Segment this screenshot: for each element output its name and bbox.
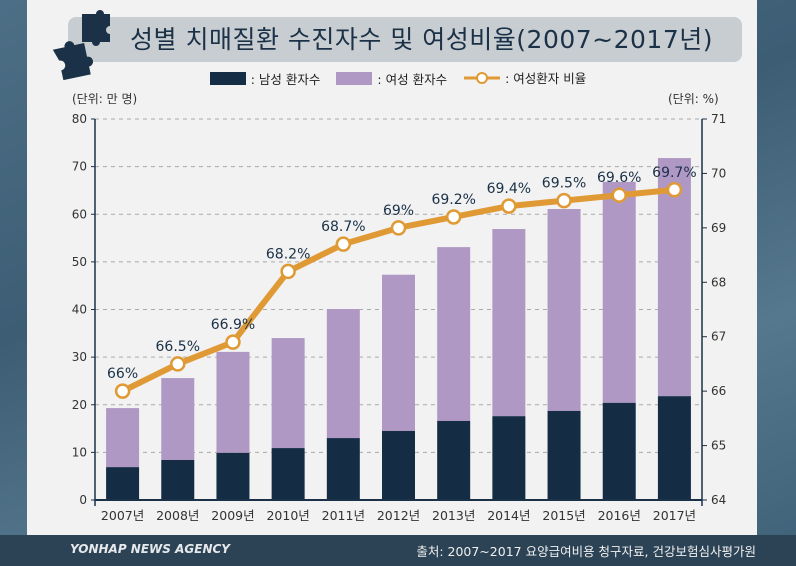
right-tick-label: 68 [711,275,726,289]
x-tick-label: 2010년 [266,508,309,523]
source-note: 출처: 2007~2017 요양급여비용 청구자료, 건강보험심사평가원 [416,544,756,559]
x-tick-label: 2017년 [653,508,696,523]
male-bar [161,459,195,500]
right-unit: (단위: %) [668,92,719,106]
left-tick-label: 40 [72,303,87,317]
left-tick-label: 30 [72,350,87,364]
ratio-point [170,356,186,372]
ratio-label: 66.9% [211,317,255,333]
female-bar [437,247,471,421]
ratio-point [556,192,572,209]
left-tick-label: 80 [72,112,87,126]
x-tick-label: 2009년 [211,508,254,523]
ratio-point [611,187,627,203]
legend-ratio: : 여성환자 비율 [463,68,586,87]
ratio-point [225,334,241,350]
male-bar [547,410,581,500]
right-tick-label: 71 [711,112,726,126]
ratio-label: 69.4% [487,181,531,197]
male-bar [602,402,636,500]
male-bar [382,430,415,500]
ratio-point [666,182,683,198]
x-tick-label: 2012년 [377,508,420,523]
ratio-point [390,220,407,236]
legend-male: : 남성 환자수 [209,69,321,88]
right-tick-label: 69 [711,221,726,235]
right-tick-label: 70 [711,166,726,180]
left-tick-label: 60 [72,207,87,221]
ratio-label: 69.7% [652,165,696,181]
left-tick-label: 0 [79,493,87,507]
ratio-point [335,236,352,252]
x-tick-label: 2015년 [542,508,585,523]
x-tick-label: 2007년 [101,508,144,523]
left-tick-label: 70 [72,160,87,174]
chart-svg: 0 10 20 30 40 50 60 70 80 64 65 66 67 68 69 70 71 2007년 20… [72,112,727,523]
x-tick-label: 2014년 [487,508,530,523]
ratio-label: 66% [107,366,138,382]
legend-female-label: : 여성 환자수 [377,71,448,87]
ratio-point [501,198,517,214]
right-tick-label: 65 [711,439,726,453]
female-bar [326,309,360,439]
left-unit: (단위: 만 명) [72,92,138,106]
female-bar [547,209,581,411]
right-tick-label: 64 [711,493,726,507]
left-tick-label: 50 [72,255,87,269]
legend-female: : 여성 환자수 [336,69,447,88]
ratio-label: 68.2% [266,246,310,262]
male-swatch [209,71,246,85]
right-tick-label: 67 [711,330,726,344]
female-bar [271,338,305,449]
footer [0,535,796,566]
male-bar [492,416,526,500]
x-tick-label: 2008년 [156,508,199,523]
female-bar [161,378,195,460]
x-tick-label: 2011년 [322,508,365,523]
title-bar [68,17,742,62]
male-bar [216,452,250,500]
ratio-label: 69.5% [542,176,586,192]
male-bar [437,420,471,500]
line-marker-icon [464,71,501,84]
ratio-point [280,263,296,280]
male-bar [326,438,360,500]
chart-title: 성별 치매질환 수진자수 및 여성비율(2007~2017년) [130,25,713,54]
ratio-label: 68.7% [321,219,365,235]
right-tick-label: 66 [711,384,726,398]
female-bar [382,274,415,431]
legend: : 남성 환자수 : 여성 환자수 : 여성환자 비율 [0,68,796,88]
male-bar [106,467,140,500]
brand-logo: YONHAP NEWS AGENCY [70,542,230,556]
left-tick-label: 10 [72,445,87,459]
female-bar [106,408,140,468]
ratio-point [445,209,462,225]
legend-ratio-label: : 여성환자 비율 [505,71,587,86]
ratio-label: 69% [383,203,414,219]
legend-male-label: : 남성 환자수 [250,71,321,87]
ratio-label: 69.2% [431,192,475,208]
puzzle-icon [52,10,110,81]
female-swatch [336,71,373,85]
female-bar [657,158,691,397]
x-tick-label: 2016년 [598,508,641,523]
female-bar [602,181,636,403]
left-tick-label: 20 [72,398,87,412]
male-bar [657,396,691,500]
ratio-label: 69.6% [597,170,641,186]
female-bar [216,351,250,453]
female-bar [492,229,526,417]
ratio-point [114,383,131,399]
ratio-label: 66.5% [156,339,200,355]
male-bar [271,448,305,500]
x-tick-label: 2013년 [432,508,475,523]
